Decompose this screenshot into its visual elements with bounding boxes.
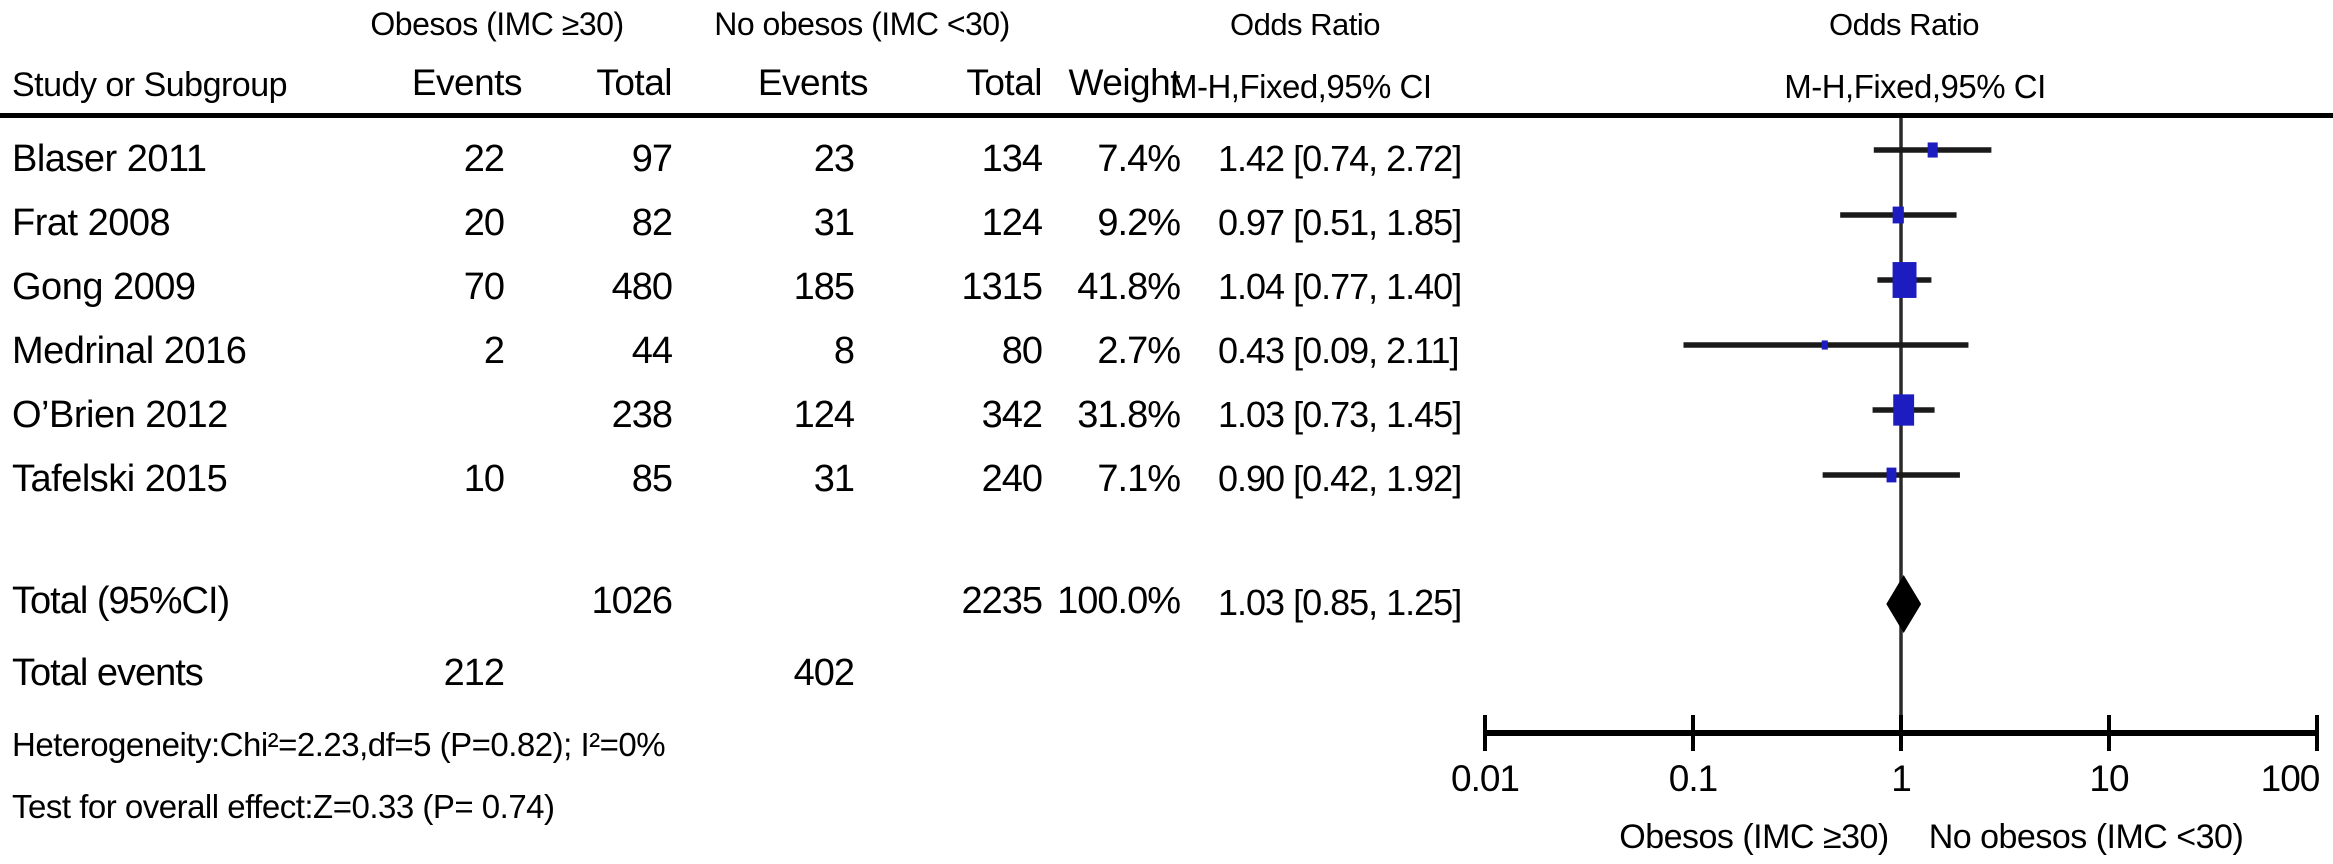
odds-ratio-column-title: Odds Ratio — [1229, 7, 1381, 42]
axis-tick-label: 1 — [1891, 758, 1912, 799]
study-events-obese: 20 — [463, 202, 505, 244]
effect-square — [1886, 467, 1897, 483]
overall-effect-note: Test for overall effect:Z=0.33 (P= 0.74) — [12, 788, 555, 825]
study-weight: 7.4% — [1097, 138, 1181, 180]
col-header-study: Study or Subgroup — [12, 66, 288, 104]
effect-square — [1892, 206, 1904, 224]
study-events-nonobese: 8 — [833, 330, 855, 372]
total-row-total1: 1026 — [591, 580, 673, 622]
study-name: Frat 2008 — [12, 202, 171, 244]
study-events-obese: 2 — [483, 330, 505, 372]
odds-ratio-plot-title: Odds Ratio — [1828, 7, 1980, 42]
study-events-nonobese: 31 — [813, 202, 855, 244]
study-ci-text: 0.43 [0.09, 2.11] — [1218, 330, 1460, 371]
plot-header-mh-ci: M-H,Fixed,95% CI — [1784, 68, 2046, 105]
study-ci-text: 0.90 [0.42, 1.92] — [1218, 458, 1462, 499]
study-total-obese: 480 — [611, 266, 673, 308]
study-total-obese: 85 — [631, 458, 673, 500]
study-name: Tafelski 2015 — [12, 458, 228, 500]
effect-square — [1892, 262, 1917, 298]
study-total-obese: 82 — [631, 202, 673, 244]
study-weight: 31.8% — [1077, 394, 1181, 436]
study-ci-text: 1.03 [0.73, 1.45] — [1218, 394, 1462, 435]
study-ci-text: 1.42 [0.74, 2.72] — [1218, 138, 1462, 179]
study-events-obese: 22 — [463, 138, 505, 180]
pooled-diamond — [1886, 575, 1922, 633]
study-weight: 2.7% — [1097, 330, 1181, 372]
col-header-total1: Total — [596, 62, 672, 103]
study-total-obese: 97 — [631, 138, 673, 180]
total-events-label: Total events — [12, 652, 204, 694]
study-ci-text: 0.97 [0.51, 1.85] — [1218, 202, 1462, 243]
study-total-obese: 238 — [611, 394, 673, 436]
study-events-nonobese: 185 — [793, 266, 855, 308]
study-events-nonobese: 31 — [813, 458, 855, 500]
col-header-events2: Events — [757, 62, 869, 103]
effect-square — [1927, 142, 1938, 158]
header-separator-line — [0, 113, 2333, 118]
study-name: O’Brien 2012 — [12, 394, 228, 436]
study-name: Medrinal 2016 — [12, 330, 247, 372]
study-total-nonobese: 1315 — [961, 266, 1043, 308]
study-events-nonobese: 124 — [793, 394, 855, 436]
study-weight: 41.8% — [1077, 266, 1181, 308]
study-name: Blaser 2011 — [12, 138, 207, 180]
effect-square — [1821, 340, 1828, 350]
group-header-obese: Obesos (IMC ≥30) — [370, 6, 624, 42]
study-total-nonobese: 124 — [981, 202, 1043, 244]
study-events-nonobese: 23 — [813, 138, 855, 180]
axis-tick-label: 10 — [2089, 758, 2129, 799]
col-header-total2: Total — [966, 62, 1042, 103]
axis-label-left: Obesos (IMC ≥30) — [1619, 818, 1889, 856]
effect-square — [1893, 394, 1915, 426]
study-total-nonobese: 240 — [981, 458, 1043, 500]
axis-tick-label: 100 — [2260, 758, 2321, 799]
total-row-total2: 2235 — [961, 580, 1043, 622]
heterogeneity-note: Heterogeneity:Chi²=2.23,df=5 (P=0.82); I… — [12, 726, 666, 763]
study-total-nonobese: 80 — [1001, 330, 1043, 372]
study-ci-text: 1.04 [0.77, 1.40] — [1218, 266, 1462, 307]
axis-label-right: No obesos (IMC <30) — [1928, 818, 2244, 856]
total-row-weight: 100.0% — [1057, 580, 1181, 622]
study-events-obese: 10 — [463, 458, 505, 500]
study-total-nonobese: 134 — [981, 138, 1043, 180]
col-header-mh-ci: M-H,Fixed,95% CI — [1170, 68, 1432, 105]
study-weight: 9.2% — [1097, 202, 1181, 244]
col-header-weight: Weight — [1068, 62, 1181, 103]
col-header-events1: Events — [411, 62, 523, 103]
axis-tick-label: 0.01 — [1450, 758, 1520, 799]
total-row-ci: 1.03 [0.85, 1.25] — [1218, 582, 1462, 623]
study-events-obese: 70 — [463, 266, 505, 308]
axis-tick-label: 0.1 — [1668, 758, 1718, 799]
study-total-nonobese: 342 — [981, 394, 1043, 436]
total-events-obese: 212 — [443, 652, 505, 694]
total-events-nonobese: 402 — [793, 652, 855, 694]
study-total-obese: 44 — [631, 330, 673, 372]
total-row-label: Total (95%CI) — [12, 580, 230, 622]
group-header-nonobese: No obesos (IMC <30) — [714, 6, 1010, 42]
study-weight: 7.1% — [1097, 458, 1181, 500]
study-name: Gong 2009 — [12, 266, 196, 308]
